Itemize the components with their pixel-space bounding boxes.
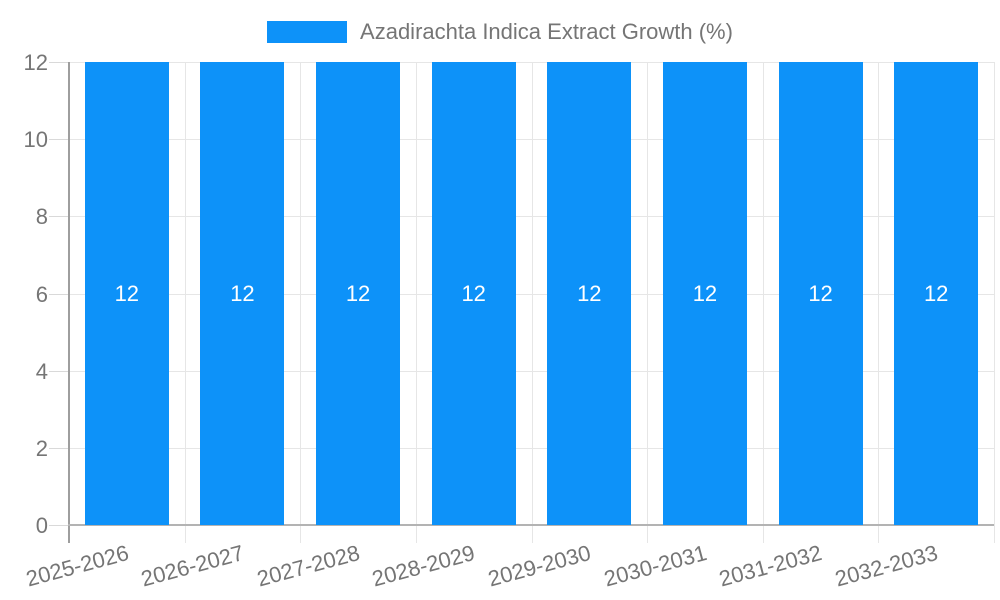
y-axis-label: 4 (35, 358, 48, 384)
gridline-vertical (184, 62, 186, 543)
x-axis-label: 2030-2031 (601, 540, 710, 592)
gridline-vertical (762, 62, 764, 543)
bar-value-label: 12 (461, 280, 486, 306)
y-axis-label: 8 (35, 204, 48, 230)
gridline-vertical (878, 62, 880, 543)
x-axis-label: 2027-2028 (254, 540, 363, 592)
y-axis-tick (49, 370, 69, 372)
bar-value-label: 12 (230, 280, 255, 306)
chart-legend[interactable]: Azadirachta Indica Extract Growth (%) (0, 20, 1000, 44)
legend-swatch-icon (267, 21, 348, 43)
y-axis-label: 0 (35, 513, 48, 538)
gridline-vertical (531, 62, 533, 543)
bar[interactable] (316, 62, 401, 525)
bar[interactable] (662, 62, 747, 525)
y-axis-line (68, 62, 70, 543)
gridline-vertical (647, 62, 649, 543)
x-axis-label: 2031-2032 (716, 540, 825, 592)
x-axis-label: 2029-2030 (485, 540, 594, 592)
x-axis-label: 2032-2033 (832, 540, 941, 592)
bar[interactable] (200, 62, 285, 525)
bar-value-label: 12 (808, 280, 833, 306)
y-axis-label: 12 (23, 50, 48, 75)
x-axis-line (68, 524, 994, 526)
bar[interactable] (431, 62, 516, 525)
bar-value-label: 12 (345, 280, 371, 306)
bar[interactable] (778, 62, 863, 525)
y-axis-label: 6 (35, 281, 48, 307)
y-axis-label: 10 (23, 127, 48, 153)
legend-label: Azadirachta Indica Extract Growth (%) (360, 19, 733, 44)
y-axis-tick (49, 62, 69, 63)
bar-value-label: 12 (692, 280, 718, 306)
bar[interactable] (547, 62, 632, 525)
bar[interactable] (894, 62, 979, 525)
bar[interactable] (84, 62, 169, 525)
y-axis-tick (49, 525, 69, 526)
x-axis-label: 2028-2029 (369, 540, 478, 592)
y-axis-label: 2 (35, 435, 48, 461)
gridline-vertical (415, 62, 417, 543)
y-axis-tick (49, 139, 69, 141)
x-axis-label: 2025-2026 (22, 540, 132, 592)
y-axis-tick (49, 447, 69, 449)
gridline-vertical (994, 62, 995, 543)
bar-value-label: 12 (923, 280, 949, 306)
bar-value-label: 12 (577, 280, 602, 306)
y-axis-tick (49, 216, 69, 218)
x-axis-label: 2026-2027 (138, 540, 247, 592)
bar-value-label: 12 (114, 280, 140, 306)
gridline-vertical (300, 62, 302, 543)
y-axis-tick (49, 293, 69, 295)
